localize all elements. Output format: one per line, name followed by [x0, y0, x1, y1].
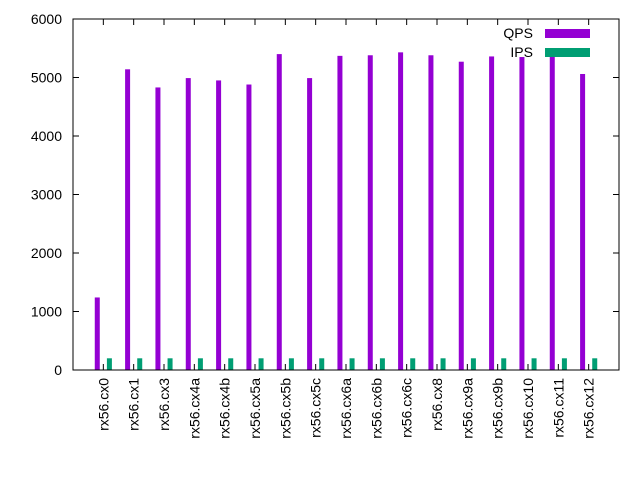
y-tick-label: 6000	[31, 11, 62, 27]
bar-qps	[94, 297, 100, 370]
bar-ips	[349, 358, 355, 370]
y-tick-label: 1000	[31, 304, 62, 320]
bar-ips	[319, 358, 325, 370]
x-tick-label: rx56.cx6a	[338, 378, 354, 439]
bar-ips	[592, 358, 598, 370]
legend-label: IPS	[510, 44, 533, 60]
legend-swatch	[545, 48, 590, 57]
x-tick-label: rx56.cx4a	[186, 378, 202, 439]
bar-ips	[167, 358, 173, 370]
bar-ips	[137, 358, 143, 370]
bar-ips	[470, 358, 476, 370]
bar-qps	[458, 61, 464, 371]
x-tick-label: rx56.cx5c	[308, 378, 324, 438]
x-tick-label: rx56.cx5a	[247, 378, 263, 439]
y-axis: 0 1000 2000 3000 4000 5000 6000	[31, 11, 619, 378]
bar-qps	[276, 54, 282, 370]
bar-ips	[228, 358, 234, 370]
legend: QPS IPS	[503, 25, 590, 60]
bar-ips	[561, 358, 567, 370]
y-tick-label: 4000	[31, 128, 62, 144]
bar-ips	[531, 358, 537, 370]
bars	[94, 51, 598, 371]
bar-ips	[288, 358, 294, 370]
x-tick-label: rx56.cx3	[156, 378, 172, 431]
x-tick-label: rx56.cx6b	[368, 378, 384, 439]
bar-qps	[216, 80, 222, 371]
bar-ips	[197, 358, 203, 370]
x-tick-label: rx56.cx4b	[217, 378, 233, 439]
y-tick-label: 5000	[31, 70, 62, 86]
y-tick-label: 0	[54, 362, 62, 378]
bar-qps	[428, 55, 434, 371]
bar-qps	[185, 78, 191, 371]
bar-qps	[519, 57, 525, 371]
bar-qps	[125, 69, 131, 370]
x-tick-label: rx56.cx1	[126, 378, 142, 431]
bar-qps	[155, 87, 161, 370]
x-tick-label: rx56.cx5b	[277, 378, 293, 439]
x-tick-label: rx56.cx11	[550, 378, 566, 438]
bar-ips	[106, 358, 112, 370]
plot-frame	[72, 18, 620, 371]
x-tick-label: rx56.cx6c	[399, 378, 415, 438]
bar-ips	[440, 358, 446, 370]
bar-qps	[307, 78, 313, 371]
bar-ips	[258, 358, 264, 370]
bar-ips	[410, 358, 416, 370]
x-tick-label: rx56.cx9a	[459, 378, 475, 439]
x-tick-label: rx56.cx12	[581, 378, 597, 439]
bar-qps	[367, 55, 373, 371]
bar-qps	[489, 56, 495, 370]
bar-ips	[501, 358, 507, 370]
x-axis: rx56.cx0 rx56.cx1 rx56.cx3 rx56.cx4a rx56.cx…	[95, 19, 597, 439]
legend-swatch	[545, 29, 590, 38]
bar-qps	[580, 73, 586, 371]
y-tick-label: 3000	[31, 187, 62, 203]
x-tick-label: rx56.cx10	[520, 378, 536, 439]
bar-qps	[549, 51, 555, 371]
legend-label: QPS	[503, 25, 533, 41]
bar-qps	[246, 84, 252, 371]
bar-ips	[379, 358, 385, 370]
bar-qps	[337, 55, 343, 370]
bar-qps	[398, 52, 404, 370]
x-tick-label: rx56.cx8	[429, 378, 445, 431]
x-tick-label: rx56.cx0	[95, 378, 111, 431]
x-tick-label: rx56.cx9b	[490, 378, 506, 439]
y-tick-label: 2000	[31, 245, 62, 261]
